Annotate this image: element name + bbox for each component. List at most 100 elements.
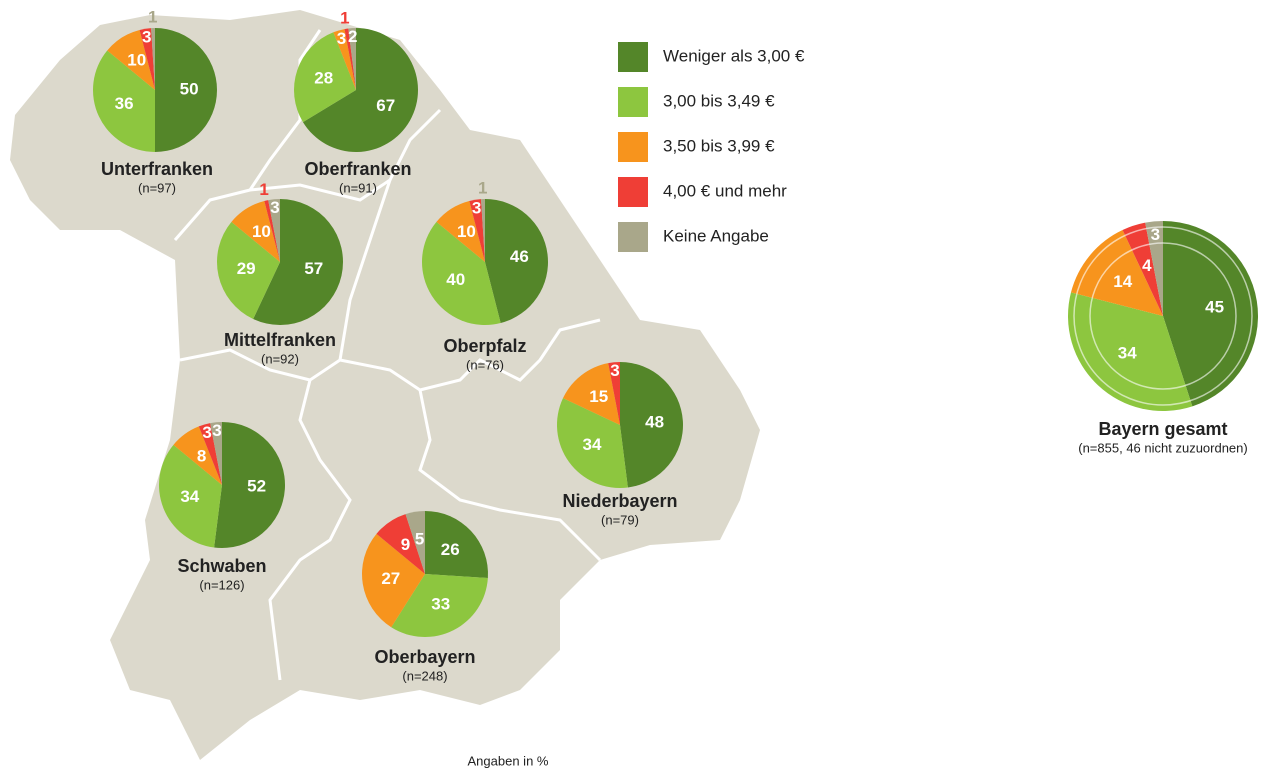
region-subtitle: (n=91) xyxy=(339,180,377,195)
pie-slice xyxy=(361,533,425,628)
pie-slice xyxy=(302,28,418,152)
pie-slice xyxy=(562,363,620,425)
pie-slice xyxy=(421,221,501,326)
data-label: 10 xyxy=(457,222,476,241)
region-title: Oberbayern xyxy=(374,647,475,667)
legend-swatch xyxy=(618,132,648,162)
legend-label: 3,50 bis 3,99 € xyxy=(663,136,775,155)
data-label: 28 xyxy=(314,69,333,88)
data-label: 4 xyxy=(1142,256,1152,275)
pie-slice xyxy=(217,221,280,320)
data-label: 50 xyxy=(180,79,199,98)
data-label: 27 xyxy=(381,569,400,588)
pie-slice xyxy=(348,28,356,90)
legend-swatch xyxy=(618,177,648,207)
region-title: Oberpfalz xyxy=(443,336,526,356)
pie-slice xyxy=(608,362,620,425)
region-subtitle: (n=126) xyxy=(199,577,244,592)
data-label: 29 xyxy=(237,259,256,278)
pie-slice xyxy=(210,422,222,485)
data-label: 3 xyxy=(610,361,619,380)
legend-swatch xyxy=(618,42,648,72)
legend-label: Keine Angabe xyxy=(663,226,769,245)
pie-slice xyxy=(376,514,425,574)
pie-slice xyxy=(159,444,222,548)
pie-slice xyxy=(214,422,285,548)
pie-slice xyxy=(1068,292,1193,411)
data-label: 5 xyxy=(415,529,424,548)
pie-slice xyxy=(425,511,488,578)
legend-label: Weniger als 3,00 € xyxy=(663,46,805,65)
region-title: Bayern gesamt xyxy=(1098,419,1227,439)
region-subtitle: (n=97) xyxy=(138,180,176,195)
data-label: 3 xyxy=(1151,225,1160,244)
region-subtitle: (n=76) xyxy=(466,357,504,372)
pie-slice xyxy=(293,32,356,123)
data-label: 36 xyxy=(115,94,134,113)
pie-slice xyxy=(198,423,222,485)
pie-slice xyxy=(93,50,155,152)
data-label: 3 xyxy=(212,421,221,440)
data-label: 67 xyxy=(376,96,395,115)
legend-label: 3,00 bis 3,49 € xyxy=(663,91,775,110)
data-label: 1 xyxy=(478,179,487,198)
data-label: 57 xyxy=(304,259,323,278)
data-label: 52 xyxy=(247,477,266,496)
region-title: Unterfranken xyxy=(101,159,213,179)
pie-slice xyxy=(1070,230,1163,316)
data-label: 1 xyxy=(148,8,157,27)
data-label: 10 xyxy=(127,51,146,70)
pie-slice xyxy=(620,362,684,488)
pie-slice xyxy=(107,29,155,90)
region-title: Oberfranken xyxy=(304,159,411,179)
note: Angaben in % xyxy=(468,753,549,768)
pie-slice xyxy=(333,29,356,90)
data-label: 10 xyxy=(252,222,271,241)
pie-slice xyxy=(405,511,425,574)
data-label: 40 xyxy=(446,270,465,289)
pie-slice xyxy=(1122,222,1163,316)
coin-ring xyxy=(1073,226,1253,406)
legend-swatch xyxy=(618,222,648,252)
region-title: Schwaben xyxy=(177,556,266,576)
data-label: 33 xyxy=(431,594,450,613)
pie-slice xyxy=(231,200,280,262)
pie-slice xyxy=(436,200,485,262)
region-borders xyxy=(173,29,602,681)
pie-slice xyxy=(557,398,628,489)
legend-label: 4,00 € und mehr xyxy=(663,181,787,200)
data-label: 1 xyxy=(340,8,349,27)
pie-slice xyxy=(1163,221,1259,407)
data-label: 8 xyxy=(197,446,206,465)
pie-slice xyxy=(469,199,485,262)
data-label: 34 xyxy=(1118,344,1137,363)
data-label: 9 xyxy=(401,535,410,554)
legend-swatch xyxy=(618,87,648,117)
data-label: 3 xyxy=(142,27,151,46)
pie-slice xyxy=(481,199,485,262)
data-label: 3 xyxy=(270,198,279,217)
data-label: 45 xyxy=(1205,297,1224,316)
pie-slice xyxy=(264,200,280,262)
data-label: 2 xyxy=(348,27,357,46)
map-bavaria xyxy=(10,10,760,760)
pie-slice xyxy=(139,28,155,90)
pie-slice xyxy=(151,28,155,90)
region-subtitle: (n=79) xyxy=(601,512,639,527)
data-label: 34 xyxy=(180,487,199,506)
region-subtitle: (n=92) xyxy=(261,351,299,366)
pie-slice xyxy=(253,199,344,325)
data-label: 15 xyxy=(589,387,608,406)
pie-slice xyxy=(344,28,356,90)
data-label: 14 xyxy=(1113,272,1132,291)
pie-slice xyxy=(485,199,549,324)
data-label: 46 xyxy=(510,247,529,266)
region-title: Niederbayern xyxy=(562,491,677,511)
coin-ring xyxy=(1089,242,1237,390)
data-label: 1 xyxy=(259,180,268,199)
pie-slice xyxy=(173,426,222,485)
data-label: 48 xyxy=(645,412,664,431)
data-label: 34 xyxy=(583,435,602,454)
pie-slice xyxy=(391,574,488,637)
